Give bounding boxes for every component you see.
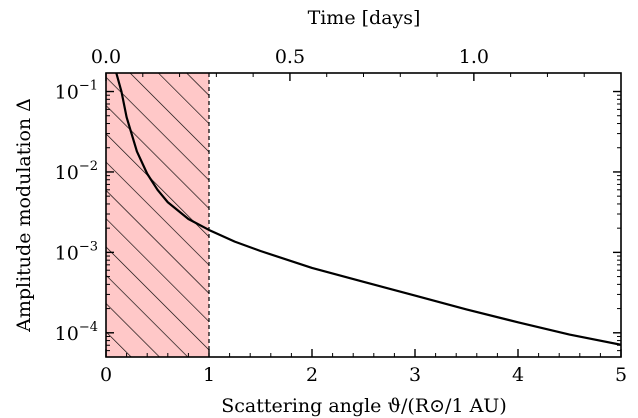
- y-axis: 10−1 10−2 10−3 10−4: [55, 79, 621, 352]
- y-axis-label: Amplitude modulation Δ: [13, 98, 35, 333]
- top-x-axis: 0.0 0.5 1.0: [91, 46, 585, 81]
- series-line-0: [115, 73, 621, 346]
- shaded-region-hatch: [106, 73, 209, 357]
- y-tick-label-3: 10−4: [55, 320, 98, 345]
- top-x-tick-label-2: 1.0: [459, 46, 489, 68]
- top-x-tick-label-0: 0.0: [91, 46, 121, 68]
- y-tick-label-0: 10−1: [55, 79, 98, 104]
- x-tick-label-2: 2: [306, 364, 318, 386]
- top-x-tick-label-1: 0.5: [275, 46, 305, 68]
- y-tick-label-2: 10−3: [55, 239, 98, 264]
- bottom-x-axis: 0 1 2 3 4 5: [100, 349, 627, 386]
- x-tick-label-3: 3: [409, 364, 421, 386]
- x-tick-label-0: 0: [100, 364, 112, 386]
- x-tick-label-1: 1: [203, 364, 215, 386]
- x-axis-label: Scattering angle ϑ/(R⊙/1 AU): [221, 395, 506, 417]
- top-x-axis-label: Time [days]: [308, 7, 421, 29]
- plot-area: [105, 72, 622, 358]
- x-tick-label-4: 4: [512, 364, 524, 386]
- x-tick-label-5: 5: [615, 364, 627, 386]
- y-tick-label-1: 10−2: [55, 159, 98, 184]
